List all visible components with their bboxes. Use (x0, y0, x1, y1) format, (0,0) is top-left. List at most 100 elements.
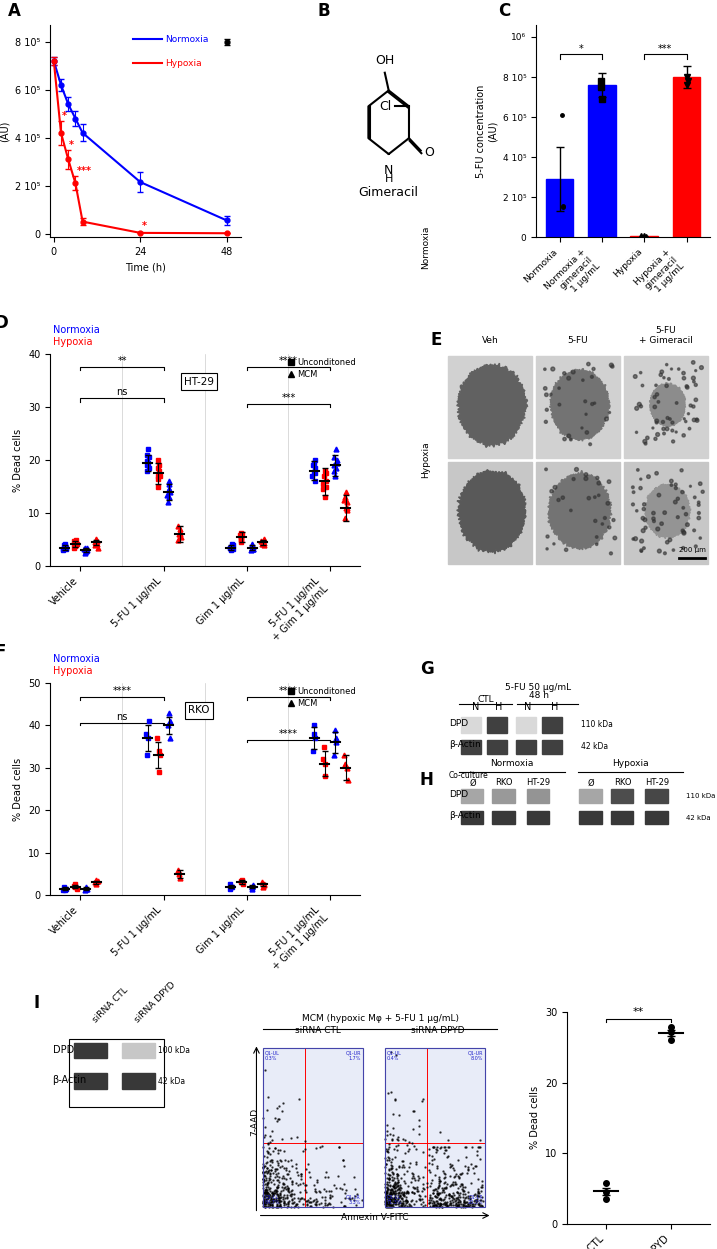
Point (443, 1184, 455, 1204)
Point (424, 1187, 436, 1207)
Point (386, 1188, 398, 1208)
Point (394, 1105, 405, 1125)
Point (393, 1157, 404, 1177)
Point (439, 1195, 450, 1215)
Point (441, 1140, 452, 1160)
Point (264, 1195, 275, 1215)
Point (638, 500, 650, 520)
Point (438, 1189, 450, 1209)
Point (267, 1169, 279, 1189)
Point (323, 1193, 335, 1213)
Point (408, 1183, 419, 1203)
Point (389, 1184, 401, 1204)
Point (580, 468, 592, 488)
Point (387, 1183, 399, 1203)
Point (606, 355, 617, 375)
Point (272, 1153, 284, 1173)
Point (402, 1135, 413, 1155)
Point (272, 1109, 284, 1129)
Point (262, 1175, 273, 1195)
Point (384, 1165, 395, 1185)
Text: β-Actin: β-Actin (449, 811, 480, 821)
Point (261, 1183, 272, 1203)
Point (292, 1162, 303, 1182)
Point (266, 1182, 277, 1202)
Point (405, 1172, 417, 1192)
Point (458, 1192, 470, 1212)
Bar (516, 717, 536, 733)
Point (272, 1140, 284, 1160)
Point (299, 1139, 310, 1159)
Point (386, 1189, 397, 1209)
Point (444, 1175, 455, 1195)
Text: Q1-LR
20.3%: Q1-LR 20.3% (467, 1194, 483, 1205)
Point (658, 423, 670, 443)
Point (693, 492, 704, 512)
Point (381, 1185, 392, 1205)
Point (475, 1178, 486, 1198)
Point (384, 1184, 395, 1204)
Point (402, 1182, 413, 1202)
Point (680, 505, 692, 525)
Point (387, 1194, 399, 1214)
Point (599, 508, 611, 528)
Point (539, 360, 551, 380)
Point (308, 1192, 319, 1212)
Point (257, 1158, 269, 1178)
Point (389, 1194, 401, 1214)
Point (399, 1183, 410, 1203)
Point (401, 1187, 412, 1207)
Point (404, 1157, 415, 1177)
Text: OH: OH (375, 55, 394, 67)
Point (413, 1185, 424, 1205)
Point (442, 1130, 454, 1150)
Point (384, 1173, 395, 1193)
Bar (385, 1048, 485, 1207)
Point (265, 1150, 277, 1170)
Point (690, 390, 702, 410)
Point (271, 1197, 282, 1217)
Point (384, 1165, 395, 1185)
Point (472, 1145, 483, 1165)
Point (460, 1137, 472, 1157)
Point (683, 403, 694, 423)
Bar (588, 85, 616, 237)
Point (259, 1163, 270, 1183)
Point (431, 1193, 442, 1213)
Point (657, 412, 669, 432)
Point (455, 1177, 466, 1197)
Point (275, 1188, 286, 1208)
Point (642, 428, 653, 448)
Point (384, 1194, 395, 1214)
Point (652, 392, 664, 412)
Point (634, 395, 645, 415)
Point (381, 1140, 392, 1160)
Point (399, 1143, 411, 1163)
Point (457, 1197, 469, 1217)
Point (305, 1195, 317, 1215)
Point (652, 425, 663, 445)
Point (277, 1180, 289, 1200)
Point (296, 1188, 308, 1208)
Point (389, 1089, 400, 1109)
Polygon shape (457, 470, 526, 555)
Text: Co-culture: Co-culture (449, 772, 489, 781)
Bar (448, 356, 533, 458)
Point (304, 1167, 315, 1187)
Point (465, 1192, 477, 1212)
Point (382, 1179, 394, 1199)
Point (438, 1178, 450, 1198)
Point (395, 1193, 407, 1213)
Bar (645, 789, 668, 803)
Text: E: E (430, 331, 442, 350)
Point (270, 1159, 282, 1179)
Point (309, 1190, 320, 1210)
Point (295, 1183, 306, 1203)
Point (269, 1138, 280, 1158)
Point (637, 376, 648, 396)
Point (349, 1179, 361, 1199)
Point (412, 1182, 423, 1202)
Point (381, 1083, 393, 1103)
Point (438, 1194, 450, 1214)
Point (426, 1147, 437, 1167)
